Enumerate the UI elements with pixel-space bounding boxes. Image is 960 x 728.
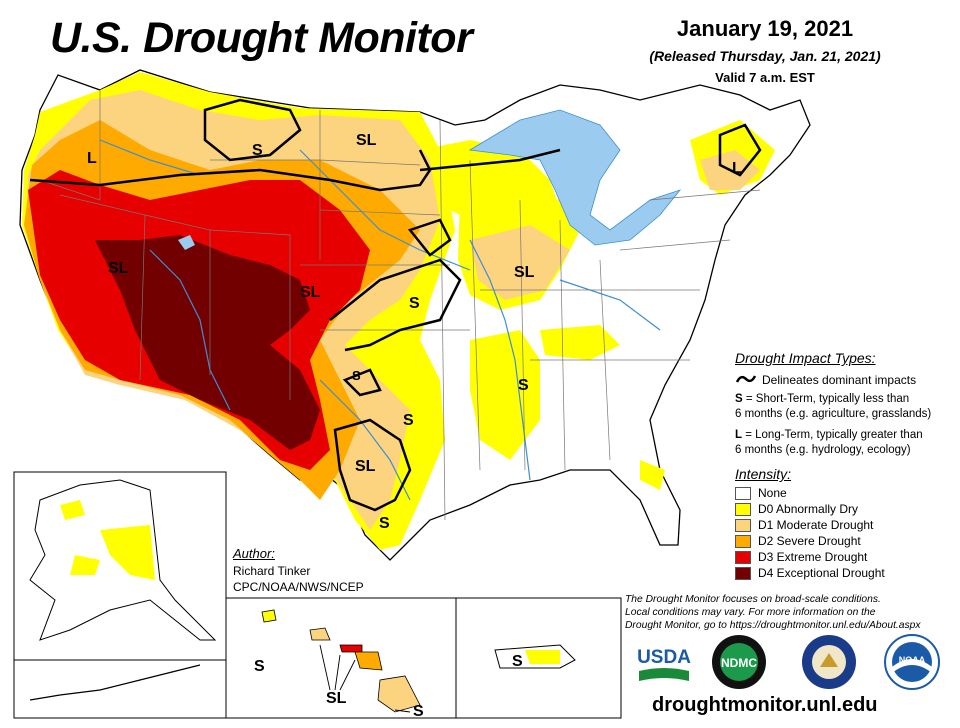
- website-link[interactable]: droughtmonitor.unl.edu: [652, 694, 878, 716]
- drought-d1-midwest: [470, 225, 570, 300]
- note-line-3: Drought Monitor, go to https://droughtmo…: [625, 620, 921, 631]
- alaska-d0-c: [70, 555, 100, 575]
- legend-label: None: [758, 486, 787, 500]
- alaska-d0-b: [100, 525, 155, 580]
- great-lakes: [468, 109, 682, 246]
- ndmc-logo[interactable]: NDMC: [710, 633, 768, 691]
- legend-label: D1 Moderate Drought: [758, 518, 874, 532]
- doc-seal-icon[interactable]: [800, 633, 858, 691]
- impact-l-desc: L = Long-Term, typically greater than 6 …: [735, 428, 950, 458]
- author-org: CPC/NOAA/NWS/NCEP: [233, 580, 364, 594]
- swatch-d0: [735, 503, 751, 516]
- note-line-1: The Drought Monitor focuses on broad-sca…: [625, 594, 881, 605]
- author-title: Author:: [233, 546, 275, 561]
- ndmc-logo-text: NDMC: [721, 656, 757, 670]
- impact-line-label: Delineates dominant impacts: [762, 373, 917, 387]
- impact-label: SL: [326, 690, 347, 707]
- usda-logo[interactable]: USDA: [635, 633, 693, 691]
- swatch-d3: [735, 551, 751, 564]
- state-borders: [39, 90, 761, 521]
- hawaii-oahu: [309, 627, 331, 641]
- swatch-d4: [735, 567, 751, 580]
- legend-label: D4 Exceptional Drought: [758, 566, 885, 580]
- hawaii-molokai: [339, 644, 363, 653]
- aleutian-inset: [13, 659, 227, 719]
- noaa-logo[interactable]: NOAA: [883, 633, 941, 691]
- impact-label: SL: [356, 132, 377, 149]
- impact-label: L: [87, 150, 97, 167]
- impact-label: L: [732, 160, 742, 177]
- great-salt-lake: [178, 235, 195, 250]
- impact-line-icon: [735, 375, 757, 383]
- aleutians: [29, 664, 201, 701]
- impact-label: S: [518, 377, 529, 394]
- impact-label: S: [512, 653, 523, 670]
- impact-label: SL: [108, 260, 129, 277]
- impact-label: S: [254, 658, 265, 675]
- s-desc-1: = Short-Term, typically less than: [742, 393, 910, 405]
- impact-label: S: [409, 295, 420, 312]
- impact-s-desc: S = Short-Term, typically less than 6 mo…: [735, 392, 950, 422]
- release-date: (Released Thursday, Jan. 21, 2021): [649, 48, 881, 64]
- note-line-2: Local conditions may vary. For more info…: [625, 607, 876, 618]
- l-desc-2: 6 months (e.g. hydrology, ecology): [735, 444, 911, 456]
- intensity-title: Intensity:: [735, 466, 792, 482]
- impact-label: SL: [355, 458, 376, 475]
- impact-boundaries: [29, 98, 762, 512]
- valid-time: Valid 7 a.m. EST: [715, 70, 815, 85]
- legend-label: D2 Severe Drought: [758, 534, 861, 548]
- drought-d4-southwest: [95, 235, 320, 450]
- legend-label: D3 Extreme Drought: [758, 550, 868, 564]
- alaska-d0: [60, 500, 85, 520]
- impact-label: S: [252, 142, 263, 159]
- drought-d0-tn: [540, 325, 620, 360]
- s-desc-2: 6 months (e.g. agriculture, grasslands): [735, 408, 932, 420]
- author-name: Richard Tinker: [233, 564, 311, 578]
- hawaii-leaders: [319, 644, 411, 713]
- noaa-logo-text: NOAA: [899, 655, 926, 665]
- l-desc-1: = Long-Term, typically greater than: [742, 429, 923, 441]
- impact-label: S: [352, 368, 361, 383]
- disclaimer-note: The Drought Monitor focuses on broad-sca…: [625, 593, 955, 632]
- hawaii-big: [377, 675, 421, 713]
- hawaii-maui: [354, 651, 383, 671]
- impact-label: S: [403, 412, 414, 429]
- impact-label: S: [379, 515, 390, 532]
- drought-d0-greatlakes: [420, 140, 560, 230]
- usda-logo-text: USDA: [637, 647, 691, 668]
- swatch-d1: [735, 519, 751, 532]
- drought-d0-south: [470, 330, 540, 460]
- impact-legend-title: Drought Impact Types:: [735, 350, 876, 366]
- swatch-d2: [735, 535, 751, 548]
- legend-label: D0 Abnormally Dry: [758, 502, 859, 516]
- drought-d0-fl: [640, 460, 665, 490]
- page-title: U.S. Drought Monitor: [50, 14, 473, 62]
- hawaii-kauai: [261, 609, 277, 623]
- s-key: S: [735, 393, 743, 405]
- puerto-rico-d0: [525, 650, 560, 664]
- impact-label: SL: [514, 264, 535, 281]
- rivers: [99, 139, 661, 501]
- l-key: L: [735, 429, 743, 441]
- impact-label: SL: [300, 284, 321, 301]
- swatch-none: [735, 487, 751, 500]
- map-date: January 19, 2021: [676, 16, 854, 41]
- impact-label: S: [413, 703, 424, 720]
